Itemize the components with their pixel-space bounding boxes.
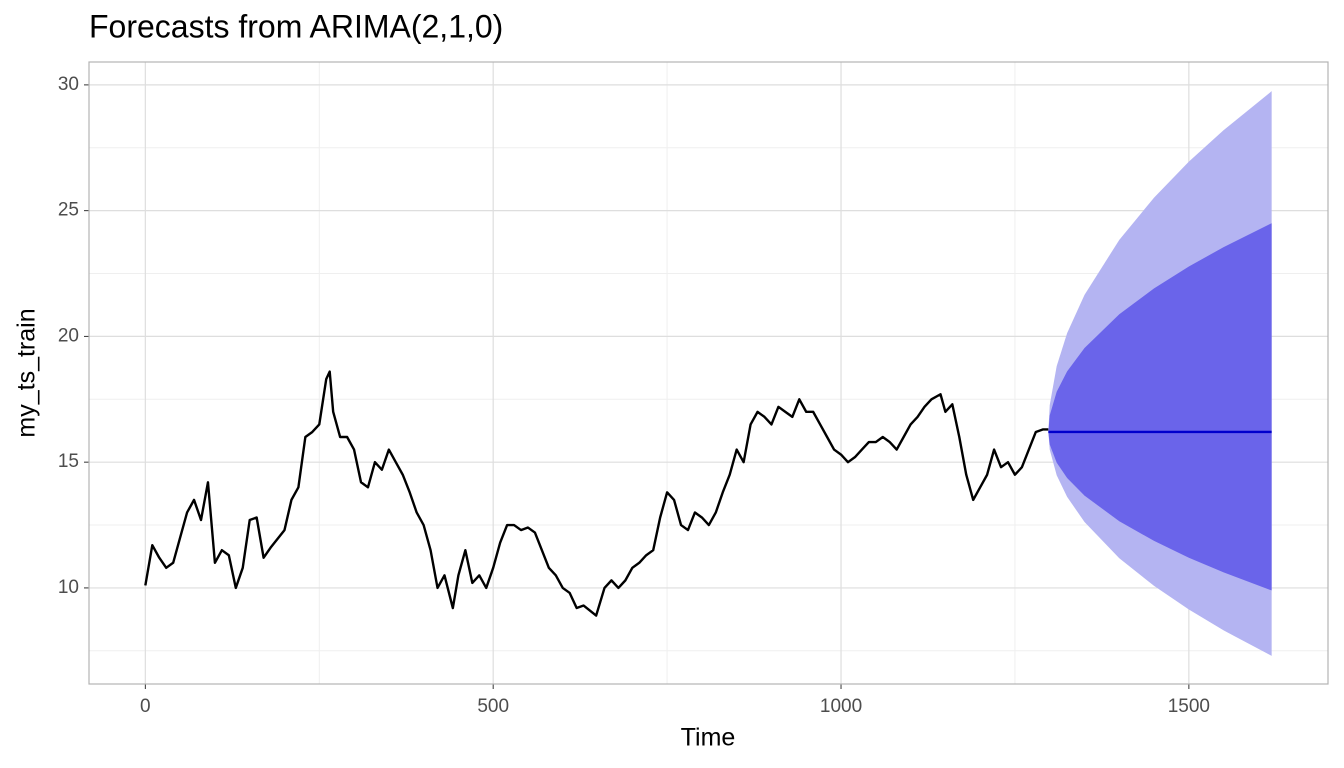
x-axis-title: Time [681,724,736,752]
y-tick-label: 10 [58,577,79,598]
x-tick-label: 500 [477,696,509,717]
panel-border [88,61,1329,685]
x-tick-label: 0 [140,696,151,717]
y-tick-label: 30 [58,74,79,95]
y-tick-label: 25 [58,200,79,221]
x-tick-label: 1000 [820,696,862,717]
series-line [144,370,1049,617]
prediction-interval [1048,223,1272,591]
chart-title: Forecasts from ARIMA(2,1,0) [89,8,503,44]
y-tick-label: 20 [58,325,79,346]
y-axis-title: my_ts_train [13,308,41,437]
y-tick-label: 15 [58,451,79,472]
x-tick-label: 1500 [1168,696,1210,717]
